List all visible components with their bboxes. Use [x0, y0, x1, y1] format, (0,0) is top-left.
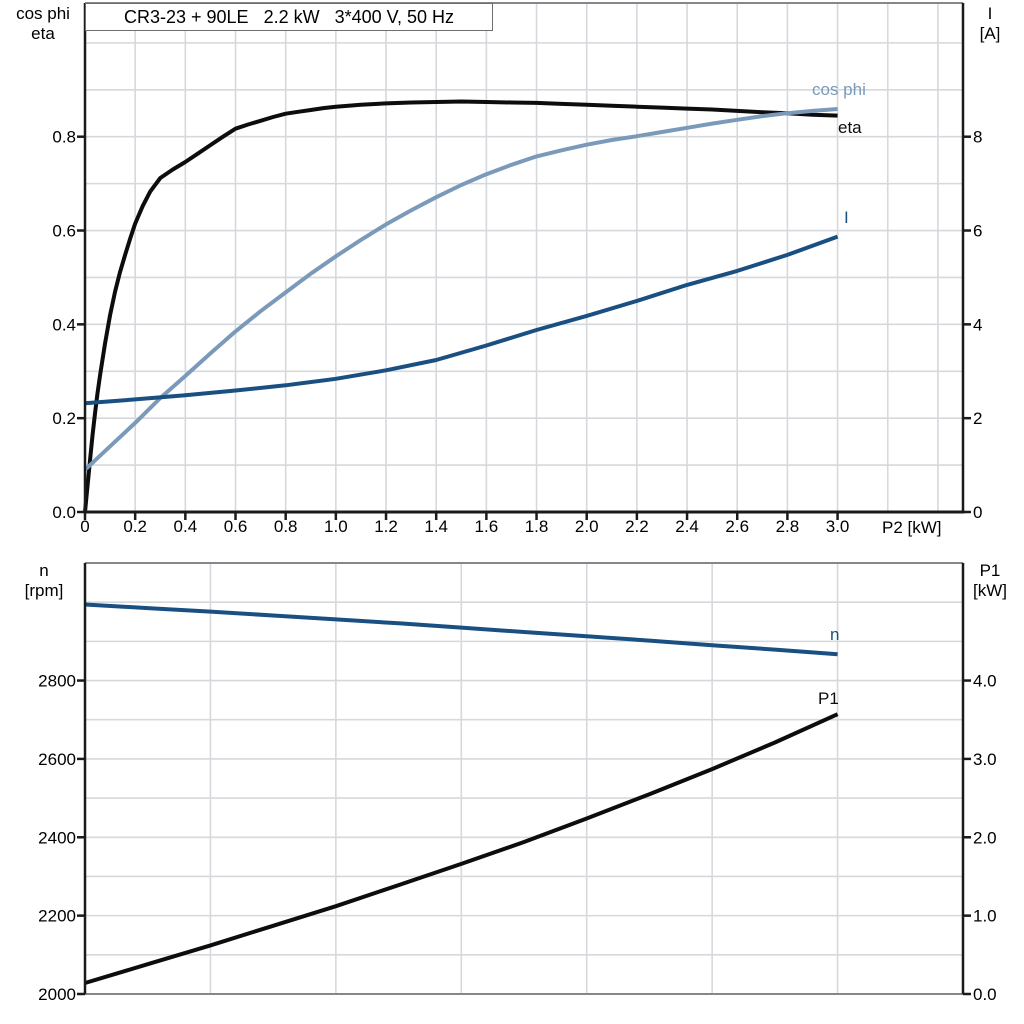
- bottom-left-tick-label: 2000: [38, 985, 76, 1004]
- top-left-tick-label: 0.6: [52, 222, 76, 241]
- bottom-right-tick-label: 0.0: [973, 985, 997, 1004]
- p1-axis-title-line1: P1: [979, 561, 1001, 580]
- top-right-tick-label: 4: [973, 315, 982, 334]
- current-curve-label: I: [844, 208, 849, 227]
- top-x-tick-label: 2.8: [776, 517, 800, 536]
- top-x-tick-label: 2.6: [725, 517, 749, 536]
- top-x-tick-label: 1.8: [525, 517, 549, 536]
- top-x-tick-label: 0.6: [224, 517, 248, 536]
- chart-title: CR3-23 + 90LE 2.2 kW 3*400 V, 50 Hz: [123, 6, 455, 27]
- chart-title-box: CR3-23 + 90LE 2.2 kW 3*400 V, 50 Hz: [85, 3, 493, 31]
- top-left-tick-label: 0.0: [52, 503, 76, 522]
- bottom-left-axis-header: n [rpm]: [8, 561, 80, 601]
- top-left-tick-label: 0.2: [52, 409, 76, 428]
- cosphi-curve: [83, 107, 838, 472]
- bottom-left-tick-label: 2200: [38, 907, 76, 926]
- top-x-tick-label: 0.4: [174, 517, 198, 536]
- top-x-tick-label: 0.2: [123, 517, 147, 536]
- eta-curve: [83, 99, 838, 513]
- top-right-tick-label: 6: [973, 222, 982, 241]
- top-left-axis-header: cos phi eta: [4, 4, 82, 44]
- n-axis-title-line1: n: [39, 561, 49, 580]
- p1-axis-title-line2: [kW]: [973, 581, 1007, 600]
- top-left-tick-label: 0.4: [52, 315, 76, 334]
- bottom-right-axis-header: P1 [kW]: [961, 561, 1019, 601]
- top-right-axis-header: I [A]: [962, 4, 1018, 44]
- right-axis-title-line2: [A]: [979, 24, 1001, 43]
- current-curve: [84, 234, 839, 406]
- left-axis-title-line2: eta: [31, 24, 55, 43]
- p1-curve: [84, 712, 839, 985]
- top-x-tick-label: 1.6: [475, 517, 499, 536]
- n-axis-title-line2: [rpm]: [24, 581, 64, 600]
- top-x-tick-label: 0: [80, 517, 89, 536]
- bottom-left-tick-label: 2400: [38, 828, 76, 847]
- eta-curve-label: eta: [838, 118, 862, 137]
- bottom-right-tick-label: 2.0: [973, 828, 997, 847]
- top-right-tick-label: 8: [973, 128, 982, 147]
- p1-curve-label: P1: [818, 689, 839, 708]
- speed-curve: [84, 602, 838, 657]
- top-x-tick-label: 1.2: [374, 517, 398, 536]
- top-x-tick-label: 3.0: [826, 517, 850, 536]
- top-x-tick-label: 1.4: [424, 517, 448, 536]
- top-right-tick-label: 2: [973, 409, 982, 428]
- bottom-left-tick-label: 2800: [38, 672, 76, 691]
- top-x-tick-label: 2.2: [625, 517, 649, 536]
- top-x-tick-label: 1.0: [324, 517, 348, 536]
- cosphi-curve-label: cos phi: [812, 80, 866, 99]
- bottom-right-tick-label: 3.0: [973, 750, 997, 769]
- left-axis-title-line1: cos phi: [16, 4, 70, 23]
- top-left-tick-label: 0.8: [52, 128, 76, 147]
- top-x-tick-label: 0.8: [274, 517, 298, 536]
- top-x-tick-label: 2.4: [675, 517, 699, 536]
- x-axis-label: P2 [kW]: [882, 518, 942, 537]
- speed-curve-label: n: [830, 625, 840, 644]
- bottom-right-tick-label: 1.0: [973, 907, 997, 926]
- right-axis-title-line1: I: [987, 4, 993, 23]
- top-right-tick-label: 0: [973, 503, 982, 522]
- bottom-right-tick-label: 4.0: [973, 672, 997, 691]
- top-x-tick-label: 2.0: [575, 517, 599, 536]
- bottom-left-tick-label: 2600: [38, 750, 76, 769]
